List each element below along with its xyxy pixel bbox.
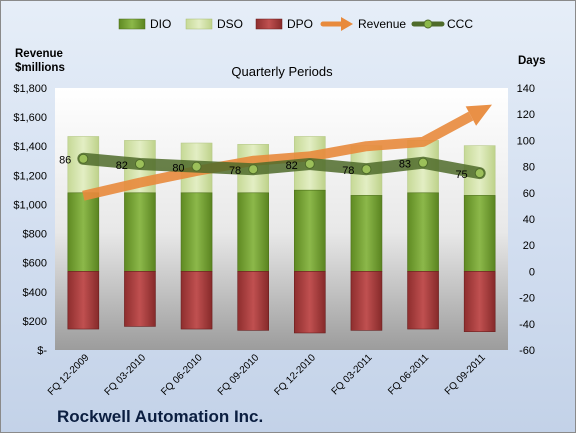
right-tick-label: -20 <box>519 293 535 305</box>
ccc-point <box>474 168 485 179</box>
dio-bar <box>180 192 213 272</box>
left-tick-label: $1,200 <box>13 170 47 182</box>
ccc-data-label: 78 <box>229 165 241 177</box>
legend-label-ccc: CCC <box>447 17 473 31</box>
ccc-point <box>304 158 315 169</box>
x-category-label: FQ 06-2010 <box>159 352 205 398</box>
dio-bar <box>463 195 496 272</box>
x-category-label: FQ 09-2011 <box>443 352 488 397</box>
right-tick-label: 40 <box>523 214 535 226</box>
dpo-bar <box>237 271 269 331</box>
x-category-label: FQ 03-2010 <box>103 352 149 398</box>
revenue-arrowhead <box>465 104 493 126</box>
dio-bar <box>124 192 156 272</box>
legend-swatch-dpo <box>255 18 283 30</box>
dpo-bar <box>407 271 439 330</box>
ccc-data-label: 75 <box>455 169 467 181</box>
left-axis-ticks: $- $200 $400 $600 $800 $1,000 $1,200 $1,400 $1,6… <box>13 83 47 357</box>
ccc-series: 86 82 80 78 82 78 83 75 <box>59 152 486 181</box>
right-tick-label: 100 <box>517 135 535 147</box>
ccc-point <box>418 157 429 168</box>
dpo-bar <box>294 271 326 334</box>
dio-bar <box>67 192 100 272</box>
ccc-point <box>361 164 372 175</box>
ccc-data-label: 80 <box>172 163 184 175</box>
right-tick-label: -40 <box>519 319 535 331</box>
left-axis-label-line1: Revenue <box>15 48 63 60</box>
left-tick-label: $600 <box>23 258 47 270</box>
ccc-point <box>248 164 259 175</box>
right-tick-label: 120 <box>517 109 535 121</box>
left-tick-label: $1,600 <box>13 112 47 124</box>
dio-bar <box>294 189 326 272</box>
left-tick-label: $- <box>37 345 47 357</box>
x-category-label: FQ 09-2010 <box>216 352 262 398</box>
right-tick-label: 20 <box>523 240 535 252</box>
right-axis-label: Days <box>518 55 546 67</box>
x-category-label: FQ 12-2010 <box>272 352 318 398</box>
ccc-data-label: 78 <box>342 165 354 177</box>
right-tick-label: 140 <box>517 83 535 95</box>
ccc-point <box>78 153 89 164</box>
dpo-bar <box>180 271 213 330</box>
right-axis-ticks: -60 -40 -20 0 20 40 60 80 100 120 140 <box>517 83 535 357</box>
dio-bar <box>350 195 383 272</box>
revenue-series <box>82 104 493 201</box>
x-category-label: FQ 06-2011 <box>386 352 431 397</box>
legend-label-dso: DSO <box>217 17 243 31</box>
dio-bar <box>237 192 269 272</box>
right-tick-label: 60 <box>523 188 535 200</box>
x-category-label: FQ 03-2011 <box>330 352 375 397</box>
left-tick-label: $1,800 <box>13 83 47 95</box>
left-tick-label: $1,000 <box>13 199 47 211</box>
ccc-data-label: 82 <box>116 160 128 172</box>
right-tick-label: 80 <box>523 162 535 174</box>
ccc-point <box>134 158 145 169</box>
left-tick-label: $1,400 <box>13 141 47 153</box>
dpo-bar <box>67 271 100 330</box>
ccc-line <box>77 152 486 180</box>
legend-label-revenue: Revenue <box>358 17 406 31</box>
dpo-bar <box>124 271 156 327</box>
company-name: Rockwell Automation Inc. <box>57 407 263 426</box>
left-tick-label: $200 <box>23 316 47 328</box>
x-axis-labels: FQ 12-2009 FQ 03-2010 FQ 06-2010 FQ 09-2010… <box>46 352 488 398</box>
left-tick-label: $800 <box>23 229 47 241</box>
legend-swatch-revenue <box>320 17 353 31</box>
legend-label-dio: DIO <box>150 17 171 31</box>
x-category-label: FQ 12-2009 <box>46 352 92 398</box>
ccc-data-label: 82 <box>286 160 298 172</box>
revenue-line <box>82 111 474 201</box>
chart-title: Quarterly Periods <box>231 64 333 79</box>
ccc-data-label: 83 <box>399 159 411 171</box>
ccc-data-label: 86 <box>59 155 71 167</box>
ccc-point <box>191 161 202 172</box>
legend-swatch-ccc <box>411 19 445 29</box>
left-tick-label: $400 <box>23 287 47 299</box>
right-tick-label: -60 <box>519 345 535 357</box>
left-axis-label-line2: $millions <box>15 62 65 74</box>
right-tick-label: 0 <box>529 266 535 278</box>
legend-swatch-dio <box>118 18 146 30</box>
legend: DIO DSO DPO Revenue CCC <box>118 17 473 31</box>
dio-bar <box>407 192 439 272</box>
dpo-bar <box>350 271 383 331</box>
legend-swatch-dso <box>185 18 213 30</box>
dpo-bar <box>463 271 496 332</box>
legend-label-dpo: DPO <box>287 17 313 31</box>
